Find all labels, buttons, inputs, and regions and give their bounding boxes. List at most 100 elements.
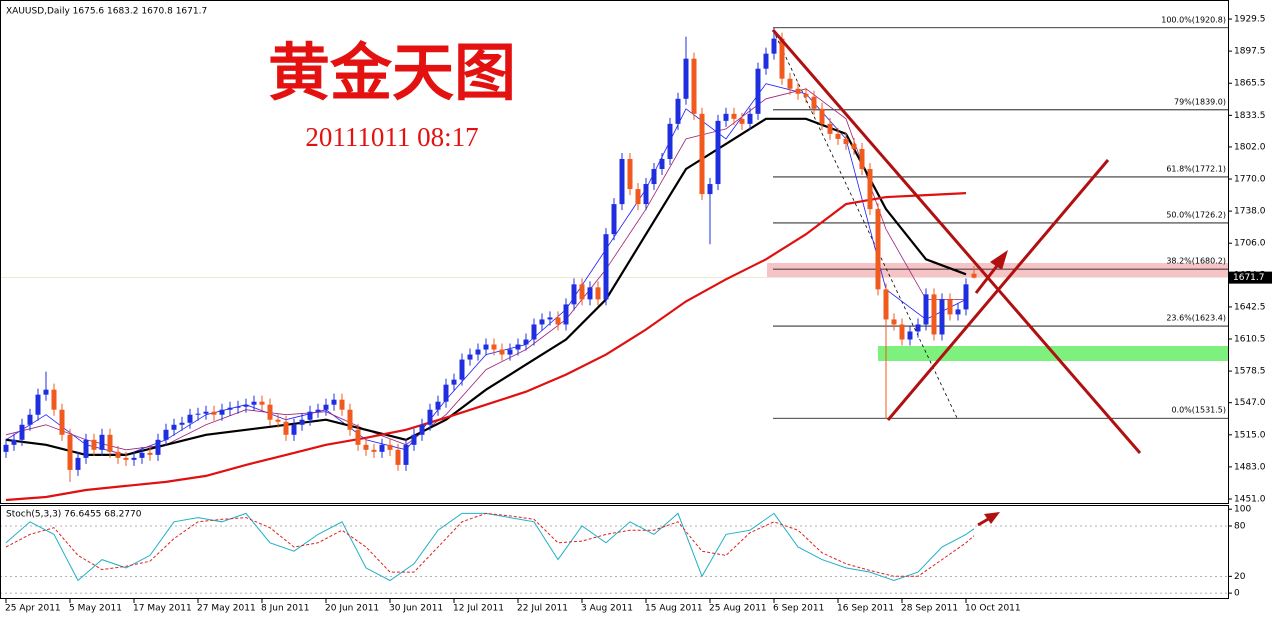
candle-body [851, 143, 857, 149]
arrow-shaft [974, 261, 1002, 294]
y-tick-label: 1865.5 [1234, 79, 1266, 89]
stoch-tick-label: 100 [1234, 505, 1251, 515]
candle-body [363, 444, 369, 450]
candle-body [539, 319, 545, 325]
x-tick-label: 25 Apr 2011 [5, 604, 61, 614]
x-tick-label: 15 Aug 2011 [645, 604, 703, 614]
price-frame [0, 0, 1229, 504]
candle-body [571, 284, 577, 305]
candle-body [3, 444, 9, 452]
y-tick-label: 1897.5 [1234, 47, 1266, 57]
candle-body [835, 133, 841, 139]
candle-body [355, 429, 361, 445]
stoch-label: Stoch(5,3,3) 76.6455 68.2770 [6, 510, 142, 520]
plot: 1929.5 1897.5 1865.5 1833.5 1802.0 1770.0 1738… [0, 15, 1272, 614]
candle-body [795, 88, 801, 94]
candle-body [907, 331, 913, 340]
candle-body [291, 424, 297, 435]
x-tick-label: 10 Oct 2011 [965, 604, 1021, 614]
y-tick-label: 1610.5 [1234, 335, 1266, 345]
candle-body [307, 411, 313, 420]
candle-body [67, 434, 73, 470]
candle-body [803, 93, 809, 97]
candle-body [403, 444, 409, 465]
candle-body [691, 58, 697, 114]
candle-body [91, 439, 97, 450]
candle-body [523, 339, 529, 345]
chart-title: 黄金天图 [268, 39, 516, 108]
y-tick-label: 1738.0 [1234, 207, 1266, 217]
fib-label: 23.6%(1623.4) [1166, 314, 1226, 323]
candle-body [491, 344, 497, 350]
stoch-main [5, 512, 975, 582]
candle-body [419, 424, 425, 435]
y-tick-label: 1515.0 [1234, 430, 1266, 440]
candle-body [915, 324, 921, 332]
stoch-tick-label: 0 [1234, 589, 1240, 599]
candle-body [627, 158, 633, 190]
candle-body [99, 434, 105, 450]
candle-body [27, 414, 33, 425]
candle-body [211, 411, 217, 415]
chart-header: XAUUSD,Daily 1675.6 1683.2 1670.8 1671.7 [6, 7, 207, 17]
x-tick-label: 8 Jun 2011 [261, 604, 309, 614]
candle-body [555, 317, 561, 325]
arrow-head [984, 512, 1000, 524]
candle-body [947, 299, 953, 315]
candle-body [587, 287, 593, 300]
candle-body [459, 359, 465, 380]
candle-body [755, 68, 761, 114]
candle-body [811, 96, 817, 109]
candle-body [779, 38, 785, 79]
candle-body [235, 406, 241, 408]
candle-body [107, 434, 113, 452]
candle-body [323, 404, 329, 410]
x-tick-label: 17 May 2011 [133, 604, 192, 614]
candle-body [371, 449, 377, 452]
candle-body [531, 324, 537, 340]
up-channel-line [886, 159, 1110, 421]
candle-body [347, 409, 353, 430]
candle-body [771, 38, 777, 54]
candle-body [163, 429, 169, 440]
y-tick-label: 1642.5 [1234, 302, 1266, 312]
candle-body [123, 457, 129, 460]
candle-body [59, 409, 65, 435]
stoch-tick-label: 20 [1234, 572, 1246, 582]
candle-body [971, 273, 977, 278]
candle-body [963, 284, 969, 310]
candle-body [411, 434, 417, 445]
candle-body [483, 344, 489, 350]
x-tick-label: 20 Jun 2011 [325, 604, 379, 614]
resistance-zone [767, 263, 1228, 277]
y-tick-label: 1706.0 [1234, 239, 1266, 249]
candle-body [883, 289, 889, 320]
candle-body [187, 414, 193, 423]
candle-body [931, 294, 937, 335]
candle-body [723, 113, 729, 121]
candle-body [331, 399, 337, 405]
candle-body [763, 53, 769, 69]
candle-body [83, 439, 89, 458]
candle-body [867, 168, 873, 210]
candle-body [315, 409, 321, 412]
fib-label: 100.0%(1920.8) [1161, 15, 1226, 24]
down-trendline [771, 29, 1142, 454]
candle-body [635, 189, 641, 205]
candle-body [43, 389, 49, 395]
fib-label: 0.0%(1531.5) [1171, 406, 1226, 415]
candle-body [387, 444, 393, 450]
candle-body [275, 419, 281, 422]
candle-body [267, 404, 273, 420]
candle-body [195, 413, 201, 415]
candle-body [243, 404, 249, 407]
x-tick-label: 25 Aug 2011 [709, 604, 767, 614]
stoch-tick-label: 80 [1234, 521, 1246, 531]
fib-label: 61.8%(1772.1) [1166, 164, 1226, 173]
candle-body [659, 158, 665, 169]
candle-body [875, 209, 881, 290]
candle-body [843, 138, 849, 144]
candle-body [643, 184, 649, 205]
candle-body [259, 401, 265, 405]
